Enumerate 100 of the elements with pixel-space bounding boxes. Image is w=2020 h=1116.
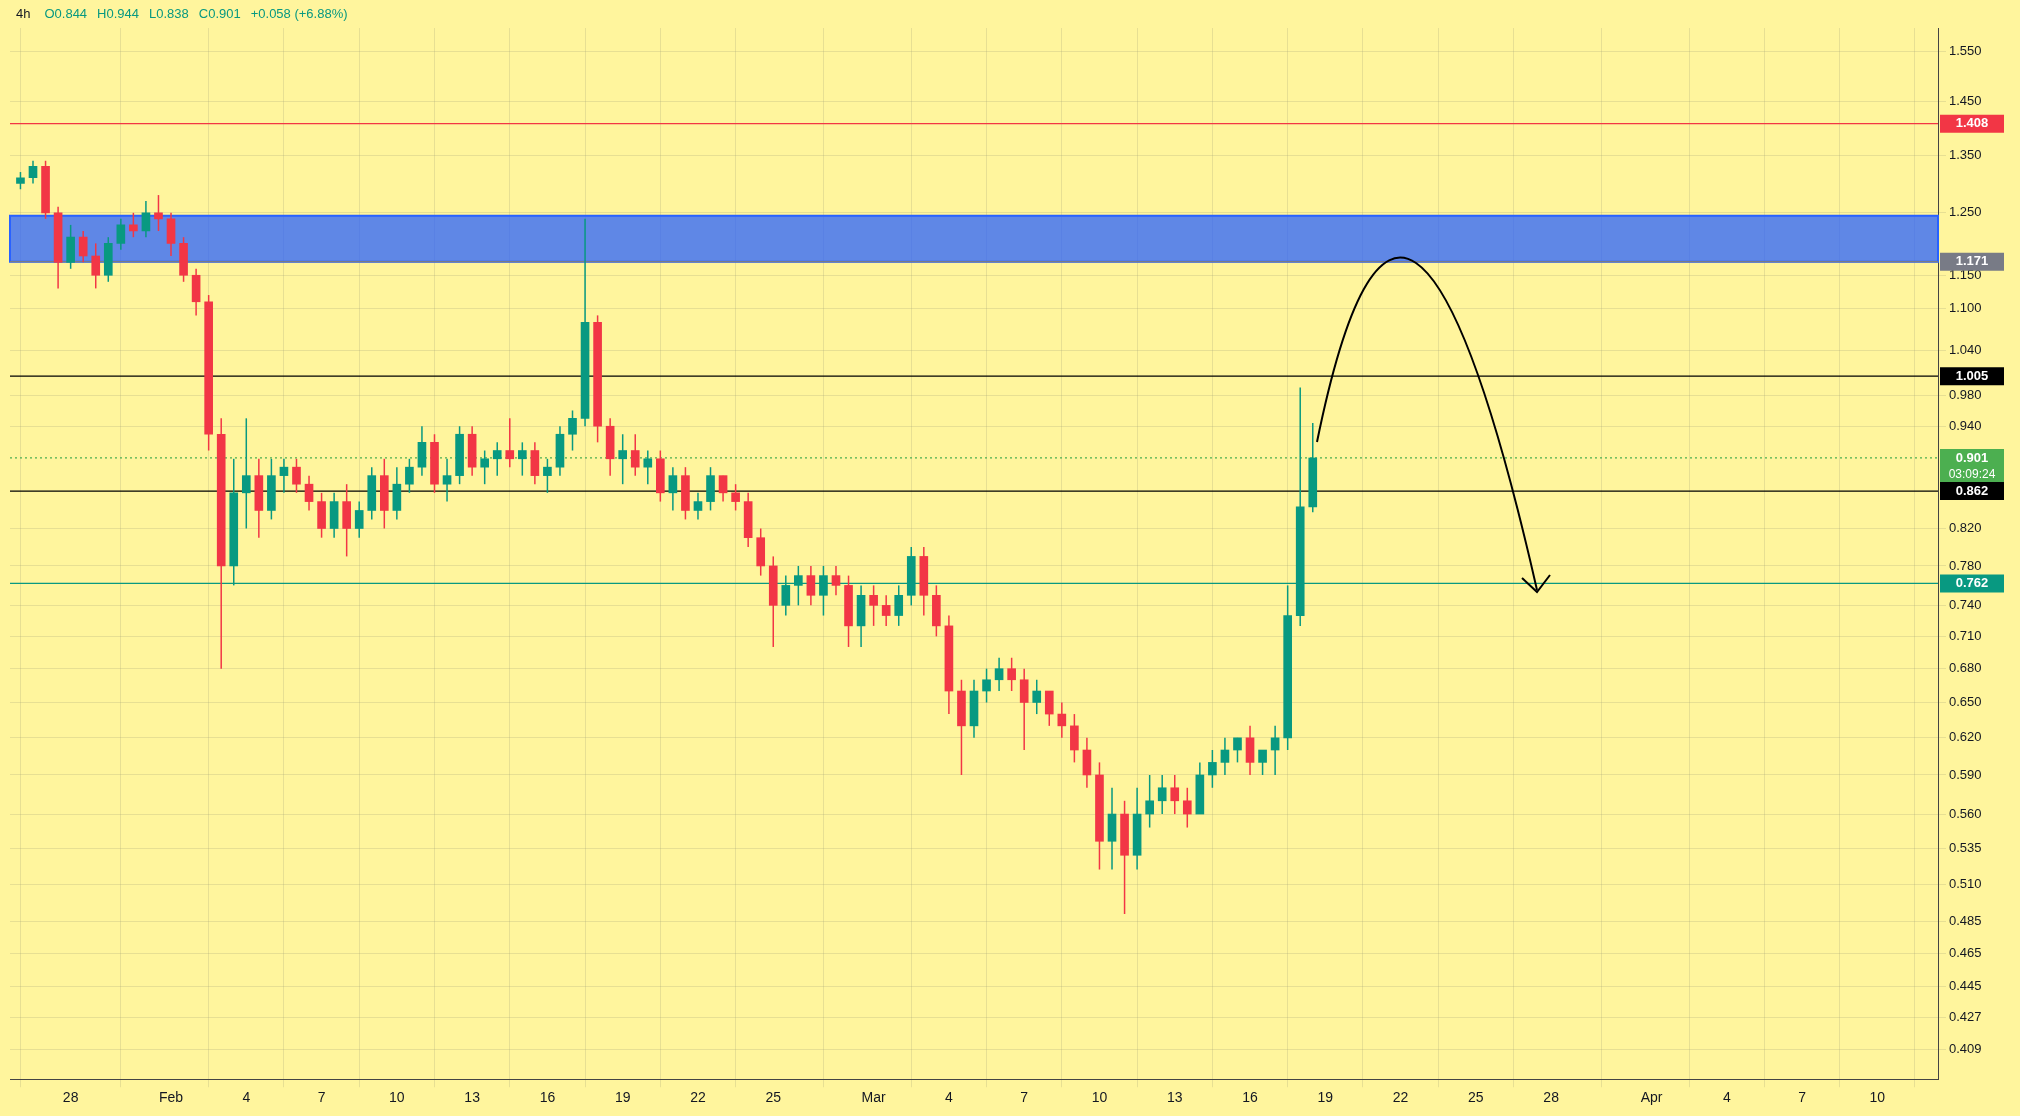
candlestick xyxy=(1019,667,1029,751)
y-tick-label: 0.710 xyxy=(1949,627,1982,643)
x-tick-label: 13 xyxy=(1166,1089,1183,1106)
y-tick-label: 0.620 xyxy=(1949,729,1982,745)
candlestick xyxy=(1208,749,1217,789)
candlestick xyxy=(568,409,577,452)
y-tick-label: 0.780 xyxy=(1949,557,1982,573)
y-tick-label: 1.250 xyxy=(1949,204,1982,220)
ref-line-label: 1.171 xyxy=(1955,253,1989,269)
x-tick-label: 16 xyxy=(1242,1089,1259,1106)
x-tick-label: 22 xyxy=(690,1089,706,1106)
candlestick xyxy=(91,242,101,290)
x-tick-label: Apr xyxy=(1640,1089,1663,1106)
candlestick xyxy=(78,230,88,264)
y-tick-label: 0.590 xyxy=(1949,766,1982,782)
candlestick xyxy=(1044,690,1054,727)
candlestick xyxy=(492,441,502,477)
x-tick-label: 16 xyxy=(539,1089,556,1106)
y-tick-label: 0.940 xyxy=(1949,417,1982,433)
x-tick-label: 10 xyxy=(389,1089,405,1106)
candlestick xyxy=(1182,787,1192,829)
candlestick xyxy=(28,160,38,185)
y-tick-label: 0.820 xyxy=(1949,520,1982,536)
x-tick-label: 4 xyxy=(945,1089,954,1106)
text: C0.901 xyxy=(198,5,241,21)
candlestick xyxy=(517,441,527,477)
x-tick-label: 4 xyxy=(1722,1089,1731,1106)
y-tick-label: 0.510 xyxy=(1949,875,1982,891)
y-tick-label: 0.980 xyxy=(1949,386,1982,402)
candlestick xyxy=(116,218,126,251)
ref-line-label: 0.762 xyxy=(1955,575,1989,591)
candlestick xyxy=(405,458,414,494)
candlestick xyxy=(480,449,490,485)
y-tick-label: 1.450 xyxy=(1949,93,1982,109)
y-tick-label: 1.040 xyxy=(1949,342,1982,358)
candlestick xyxy=(994,657,1004,692)
y-tick-label: 0.485 xyxy=(1949,913,1982,929)
candlestick xyxy=(505,417,515,468)
text: O0.844 xyxy=(44,5,88,21)
candlestick xyxy=(354,500,364,539)
y-tick-label: 1.100 xyxy=(1949,300,1982,316)
text: L0.838 xyxy=(149,5,189,21)
candlestick xyxy=(718,474,728,503)
candlestick xyxy=(668,466,678,512)
x-tick-label: Mar xyxy=(861,1089,887,1106)
x-tick-label: 28 xyxy=(62,1089,79,1106)
y-tick-label: 1.550 xyxy=(1949,43,1982,59)
candlestick xyxy=(1057,701,1067,739)
candlestick xyxy=(442,458,452,503)
candlestick xyxy=(1233,737,1242,764)
y-tick-label: 0.680 xyxy=(1949,660,1982,676)
x-tick-label: 19 xyxy=(614,1089,631,1106)
x-tick-label: 25 xyxy=(1468,1089,1484,1106)
x-tick-label: 19 xyxy=(1317,1089,1334,1106)
x-tick-label: 25 xyxy=(765,1089,782,1106)
candlestick xyxy=(881,594,891,627)
y-tick-label: 1.350 xyxy=(1949,146,1982,162)
candlestick xyxy=(1145,774,1154,829)
candlestick xyxy=(618,433,628,485)
candlestick xyxy=(630,433,640,477)
text: H0.944 xyxy=(97,5,140,21)
y-tick-label: 0.427 xyxy=(1949,1008,1982,1024)
candlestick xyxy=(731,483,740,512)
candlestick xyxy=(1032,679,1042,715)
candlestick xyxy=(129,212,138,238)
ref-line-label: 1.005 xyxy=(1955,367,1989,383)
x-tick-label: Feb xyxy=(158,1089,184,1106)
ref-line-label: 0.901 03:09:24 xyxy=(1948,449,1996,482)
candlestick xyxy=(1157,774,1167,815)
x-tick-label: 22 xyxy=(1392,1089,1409,1106)
candlestick xyxy=(1007,657,1016,692)
y-tick-label: 0.409 xyxy=(1949,1040,1982,1056)
x-tick-label: 4 xyxy=(242,1089,251,1106)
candlestick xyxy=(1170,774,1180,815)
candlestick xyxy=(806,565,816,607)
y-tick-label: 0.560 xyxy=(1949,805,1982,821)
x-tick-label: 13 xyxy=(464,1089,481,1106)
y-tick-label: 0.740 xyxy=(1949,596,1982,612)
candlestick xyxy=(1220,737,1230,776)
chart-title: 4h xyxy=(16,5,31,21)
candlestick xyxy=(292,458,301,494)
candlestick xyxy=(831,565,841,597)
candlestick xyxy=(279,458,289,494)
x-tick-label: 10 xyxy=(1869,1089,1886,1106)
candlestick xyxy=(543,458,552,494)
candlestick xyxy=(154,194,163,232)
candlestick xyxy=(869,584,878,627)
text: +0.058 (+6.88%) xyxy=(250,5,348,21)
candlestick xyxy=(304,474,314,512)
y-tick-label: 0.445 xyxy=(1949,977,1982,993)
y-tick-label: 1.150 xyxy=(1949,266,1982,282)
ref-line-label: 0.862 xyxy=(1955,482,1989,498)
candlestick xyxy=(693,492,703,521)
x-tick-label: 10 xyxy=(1091,1089,1108,1106)
candlestick xyxy=(241,417,251,530)
x-tick-label: 28 xyxy=(1543,1089,1560,1106)
y-tick-label: 0.465 xyxy=(1949,944,1982,960)
y-tick-label: 0.650 xyxy=(1949,694,1982,710)
ref-line-label: 1.408 xyxy=(1955,115,1989,131)
x-tick-label: 7 xyxy=(1020,1089,1029,1106)
